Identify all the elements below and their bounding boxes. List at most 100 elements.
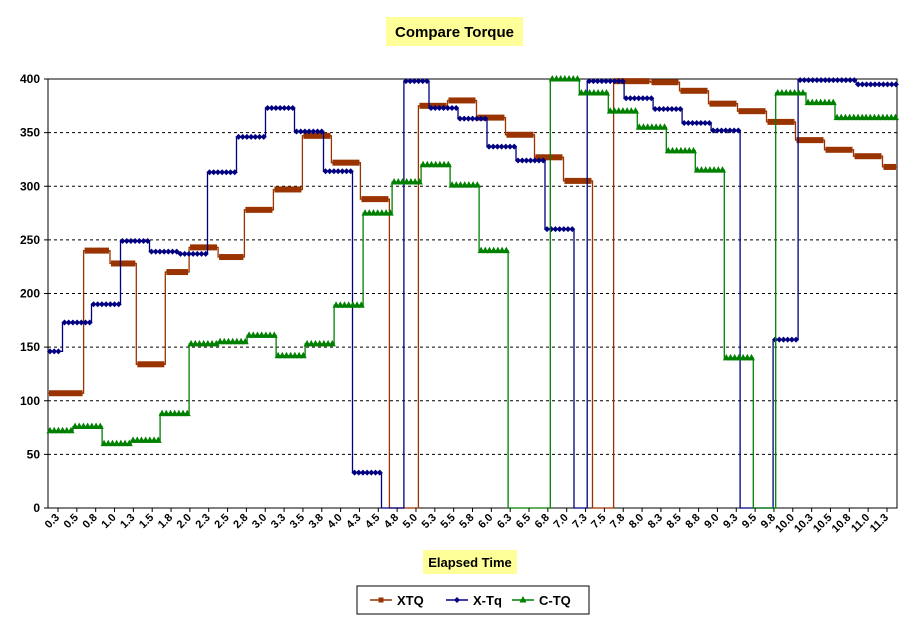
x-tq-series-marker xyxy=(735,127,742,134)
xtq-series-marker-run xyxy=(651,79,679,86)
xtq-series-marker-run xyxy=(166,269,189,276)
c-tq-series-marker xyxy=(328,339,336,347)
xtq-series-marker-run xyxy=(477,114,505,121)
xtq-series-marker-run xyxy=(738,108,766,115)
x-tq-series-marker xyxy=(148,248,155,255)
xtq-series-marker-run xyxy=(219,254,244,261)
x-tq-series-marker xyxy=(289,104,296,111)
x-tq-series-marker xyxy=(602,78,609,85)
x-tq-series-marker xyxy=(86,319,93,326)
x-tq-series-marker xyxy=(473,115,480,122)
x-tq-series-marker xyxy=(364,469,371,476)
x-tq-series-marker xyxy=(376,469,383,476)
x-tq-series-marker xyxy=(710,127,717,134)
x-tq-series-marker xyxy=(697,119,704,126)
xtq-series-marker-run xyxy=(709,100,737,107)
x-tq-series-marker xyxy=(359,469,366,476)
x-tq-series-marker xyxy=(152,248,159,255)
x-axis-label: Elapsed Time xyxy=(428,555,512,570)
x-tq-series-marker xyxy=(402,78,409,85)
x-tq-series-marker xyxy=(206,169,213,176)
y-tick-label: 50 xyxy=(27,447,41,461)
x-tq-series-marker xyxy=(465,115,472,122)
x-tq-series-marker xyxy=(461,115,468,122)
y-axis: 0 50 100 150 200 250 300 350 400 xyxy=(20,72,48,515)
xtq-series-marker-run xyxy=(190,244,218,251)
x-tq-series-marker xyxy=(326,168,333,175)
x-tq-series-marker xyxy=(668,106,675,113)
legend-x-tq-marker xyxy=(454,597,460,603)
c-tq-series-marker xyxy=(502,246,510,254)
x-tq-series-marker xyxy=(268,104,275,111)
x-tq-series-marker xyxy=(507,143,514,150)
x-tq-series-marker xyxy=(415,78,422,85)
x-tq-series-marker xyxy=(198,250,205,257)
x-tq-series-marker xyxy=(805,77,812,84)
y-tick-label: 400 xyxy=(20,72,40,86)
x-tq-series-marker xyxy=(469,115,476,122)
xtq-series-marker-run xyxy=(883,163,896,170)
x-tq-series-marker xyxy=(490,143,497,150)
x-tq-series-marker xyxy=(652,106,659,113)
x-axis-label-box xyxy=(423,550,517,574)
legend: XTQ X-Tq C-TQ xyxy=(356,585,590,615)
x-tq-series-marker xyxy=(343,168,350,175)
x-tq-series-marker xyxy=(871,81,878,88)
legend-box xyxy=(356,585,590,615)
xtq-series-marker-run xyxy=(535,154,563,161)
c-tq-series-marker xyxy=(444,160,452,168)
x-tq-series-marker xyxy=(693,119,700,126)
c-tq-series-marker xyxy=(829,98,837,106)
x-tq-series-marker xyxy=(169,248,176,255)
x-tq-series-marker xyxy=(838,77,845,84)
x-tq-series-marker xyxy=(252,133,259,140)
x-tq-series-marker xyxy=(419,78,426,85)
x-tq-series-marker xyxy=(335,168,342,175)
c-tq-series-marker xyxy=(212,339,220,347)
xtq-series-marker-run xyxy=(274,186,302,193)
xtq-series-marker-run xyxy=(332,159,360,166)
x-tq-series-marker xyxy=(310,128,317,135)
x-tq-series-marker xyxy=(202,250,209,257)
x-tq-series-marker xyxy=(706,119,713,126)
x-tq-series-marker xyxy=(436,104,443,111)
x-tq-series-marker xyxy=(55,348,62,355)
x-tq-series-marker xyxy=(115,301,122,308)
x-tq-series-marker xyxy=(351,469,358,476)
c-tq-series-marker xyxy=(799,88,807,96)
x-tq-series-marker xyxy=(822,77,829,84)
c-tq-series-marker xyxy=(602,88,610,96)
x-tq-series-marker xyxy=(818,77,825,84)
c-tq-series-marker xyxy=(96,422,104,429)
x-tq-series-marker xyxy=(330,168,337,175)
x-tq-series-marker xyxy=(111,301,118,308)
x-tq-series-marker xyxy=(627,95,634,102)
x-tq-series-marker xyxy=(161,248,168,255)
x-tq-series-marker xyxy=(598,78,605,85)
x-tq-series-marker xyxy=(544,226,551,233)
x-tq-series-marker xyxy=(127,237,134,244)
xtq-series-marker-run xyxy=(680,87,708,94)
x-tq-series-marker xyxy=(136,237,143,244)
x-tq-series-marker xyxy=(301,128,308,135)
x-tq-series-marker xyxy=(880,81,887,88)
x-tq-series-marker xyxy=(788,336,795,343)
c-tq-series-marker xyxy=(689,146,697,154)
xtq-series-marker-run xyxy=(614,78,650,85)
legend-xtq-label: XTQ xyxy=(397,593,424,608)
y-tick-label: 350 xyxy=(20,126,40,140)
xtq-series-marker-run xyxy=(137,361,165,368)
x-tq-series-marker xyxy=(855,81,862,88)
x-tq-series-marker xyxy=(867,81,874,88)
xtq-series-line xyxy=(48,80,897,509)
x-tq-series-marker xyxy=(432,104,439,111)
legend-xtq-marker xyxy=(378,597,384,603)
xtq-series-marker-run xyxy=(448,97,476,104)
c-tq-series-marker xyxy=(67,426,75,434)
x-tq-series-marker xyxy=(619,78,626,85)
x-tq-series-marker xyxy=(664,106,671,113)
x-tq-series-marker xyxy=(859,81,866,88)
x-tq-series-marker xyxy=(531,157,538,164)
y-tick-label: 100 xyxy=(20,394,40,408)
